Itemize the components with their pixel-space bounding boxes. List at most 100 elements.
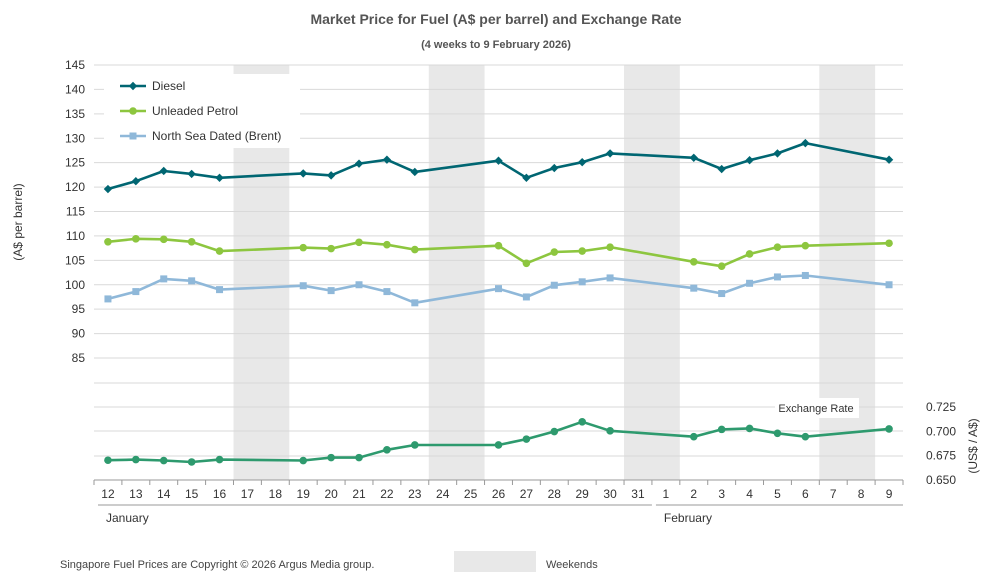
x-tick-label: 8 (858, 487, 865, 501)
exchange-rate-point (132, 455, 140, 464)
exchange-rate-point (801, 432, 810, 441)
copyright-note: Singapore Fuel Prices are Copyright © 20… (60, 559, 374, 571)
brent-point (522, 293, 530, 301)
x-tick-label: 25 (464, 487, 478, 501)
brent-point (104, 295, 112, 303)
exchange-rate-point (606, 427, 614, 435)
y-tick-label: 125 (65, 156, 85, 170)
x-tick-label: 7 (830, 487, 837, 501)
y-tick-label: 120 (65, 180, 85, 194)
x-tick-label: 24 (436, 487, 450, 501)
unleaded-petrol-point (299, 243, 308, 252)
weekend-legend-label: Weekends (546, 559, 598, 571)
brent-point (495, 285, 502, 293)
y-tick-label: 130 (65, 131, 85, 145)
x-tick-label: 5 (774, 487, 781, 501)
series-lines (103, 138, 894, 466)
diesel-point (354, 159, 364, 168)
unleaded-petrol-point (717, 262, 726, 270)
brent-point (188, 277, 196, 285)
legend-label: North Sea Dated (Brent) (152, 129, 281, 143)
unleaded-petrol-point (104, 237, 112, 246)
unleaded-petrol-point (327, 244, 335, 253)
exchange-rate-label-background (775, 398, 859, 418)
diesel-point (605, 149, 615, 158)
unleaded-petrol-point (606, 243, 614, 251)
unleaded-petrol-point (494, 241, 503, 250)
x-tick-label: 12 (101, 487, 115, 501)
diesel-point (801, 138, 810, 148)
brent-point (550, 281, 558, 289)
y-tick-label: 115 (66, 205, 85, 219)
brent-point (299, 282, 307, 290)
brent-point (690, 284, 698, 292)
x-tick-label: 6 (802, 487, 809, 501)
diesel-point (884, 155, 894, 164)
x-tick-label: 13 (129, 487, 143, 501)
diesel-point (717, 164, 726, 174)
gridlines (94, 64, 903, 457)
diesel-point (131, 177, 141, 186)
y-tick-label: 110 (66, 229, 85, 243)
unleaded-petrol-point (411, 245, 419, 254)
unleaded-petrol-point (801, 241, 810, 250)
x-tick-label: 28 (548, 487, 562, 501)
diesel-line (106, 141, 891, 191)
diesel-point (326, 171, 336, 180)
x-tick-label: 16 (213, 487, 227, 501)
unleaded-petrol-point (550, 248, 559, 256)
x-tick-label: 31 (631, 487, 645, 501)
x-tick-label: 29 (576, 487, 590, 501)
brent-point (718, 290, 726, 298)
x-tick-label: 26 (492, 487, 506, 501)
x-tick-label: 20 (324, 487, 338, 501)
brent-point (132, 288, 140, 296)
brent-point (216, 286, 224, 294)
brent-point (383, 288, 391, 296)
weekend-band (428, 65, 485, 480)
diesel-point (410, 167, 420, 177)
brent-point (355, 281, 363, 289)
unleaded-petrol-point (383, 240, 391, 249)
brent-point (578, 278, 586, 286)
diesel-point (103, 184, 113, 194)
exchange-rate-point (689, 432, 698, 441)
legend-swatch-marker (129, 132, 137, 140)
chart-title: Market Price for Fuel (A$ per barrel) an… (310, 11, 681, 27)
exchange-rate-point (578, 417, 586, 426)
y2-tick-label: 0.725 (926, 400, 956, 414)
exchange-rate-point (187, 458, 196, 466)
axes: 8590951001051101151201251301351401450.65… (65, 58, 956, 525)
brent-point (801, 271, 809, 279)
diesel-point (159, 166, 168, 176)
legend-swatch-marker (128, 81, 138, 91)
brent-point (327, 287, 335, 295)
brent-point (773, 273, 781, 281)
exchange-rate-point (411, 441, 419, 449)
y-tick-label: 135 (65, 107, 85, 121)
unleaded-petrol-point (159, 235, 168, 244)
unleaded-petrol-point (215, 247, 224, 255)
y-tick-label: 105 (65, 253, 85, 267)
x-tick-label: 27 (520, 487, 534, 501)
y2-tick-label: 0.675 (926, 449, 956, 463)
exchange-rate-point (885, 425, 893, 433)
legend-swatch-marker (129, 107, 137, 115)
y-tick-label: 95 (72, 302, 86, 316)
legend-label: Diesel (152, 79, 185, 93)
diesel-point (745, 156, 754, 165)
unleaded-petrol-point (522, 259, 531, 268)
exchange-rate-point (745, 424, 754, 433)
y-tick-label: 140 (65, 82, 85, 96)
diesel-point (494, 156, 503, 165)
weekend-band (624, 65, 680, 480)
unleaded-petrol-point (355, 238, 363, 247)
exchange-rate-point (159, 456, 168, 465)
unleaded-petrol-point (773, 243, 782, 251)
brent-point (411, 299, 419, 307)
unleaded-petrol-point (689, 257, 698, 266)
brent-point (746, 279, 754, 287)
exchange-rate-point (215, 455, 224, 464)
